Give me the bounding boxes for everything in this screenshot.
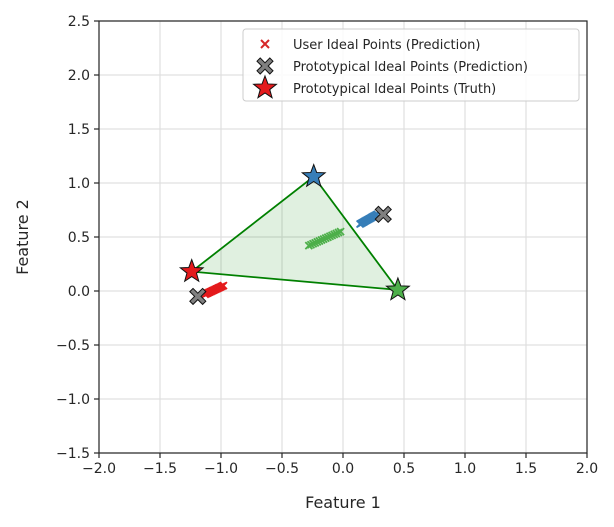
- legend-marker-true-prototype: [252, 74, 278, 99]
- simplex-triangle: [189, 175, 400, 291]
- y-tick-label: 1.5: [68, 122, 90, 138]
- y-tick-label: 2.0: [68, 68, 90, 84]
- y-tick-label: −1.0: [56, 392, 90, 408]
- y-tick-label: 2.5: [68, 14, 90, 30]
- y-tick-label: −0.5: [56, 338, 90, 354]
- predicted-prototype-marker: [189, 287, 207, 306]
- x-tick-label: 1.5: [515, 461, 537, 477]
- legend-box: [242, 28, 580, 102]
- y-tick-label: 0.0: [68, 284, 90, 300]
- user-ideal-point: [219, 281, 228, 290]
- legend-label: Prototypical Ideal Points (Truth): [293, 82, 496, 97]
- legend-label: Prototypical Ideal Points (Prediction): [293, 60, 528, 75]
- x-tick-label: 0.0: [332, 461, 354, 477]
- x-axis-label: Feature 1: [305, 493, 381, 512]
- user-ideal-point-cluster: [304, 227, 345, 250]
- legend-marker-user-point: [260, 39, 270, 49]
- x-tick-label: −0.5: [265, 461, 299, 477]
- axis-ticks: −2.0 −1.5 −1.0 −0.5 0.0 0.5 1.0 1.5 2.0−1.5−1.0−…: [56, 14, 598, 477]
- y-tick-label: 1.0: [68, 176, 90, 192]
- legend-label: User Ideal Points (Prediction): [293, 38, 480, 53]
- true-prototype-star: [385, 276, 411, 301]
- true-prototype-star: [300, 163, 327, 188]
- legend-marker-predicted-prototype: [256, 57, 274, 75]
- true-prototype-star: [178, 258, 205, 283]
- x-tick-label: 1.0: [454, 461, 476, 477]
- user-ideal-point-cluster: [201, 281, 228, 299]
- y-tick-label: −1.5: [56, 446, 90, 462]
- x-tick-label: −2.0: [82, 461, 116, 477]
- x-tick-label: −1.5: [143, 461, 177, 477]
- x-tick-label: −1.0: [204, 461, 238, 477]
- legend: User Ideal Points (Prediction) Prototypic…: [242, 28, 580, 102]
- x-tick-label: 2.0: [576, 461, 598, 477]
- y-axis-label: Feature 2: [13, 199, 32, 275]
- plot-area: [178, 163, 411, 306]
- user-ideal-point: [336, 227, 345, 236]
- x-tick-label: 0.5: [393, 461, 415, 477]
- predicted-prototype-marker: [374, 205, 392, 224]
- y-tick-label: 0.5: [68, 230, 90, 246]
